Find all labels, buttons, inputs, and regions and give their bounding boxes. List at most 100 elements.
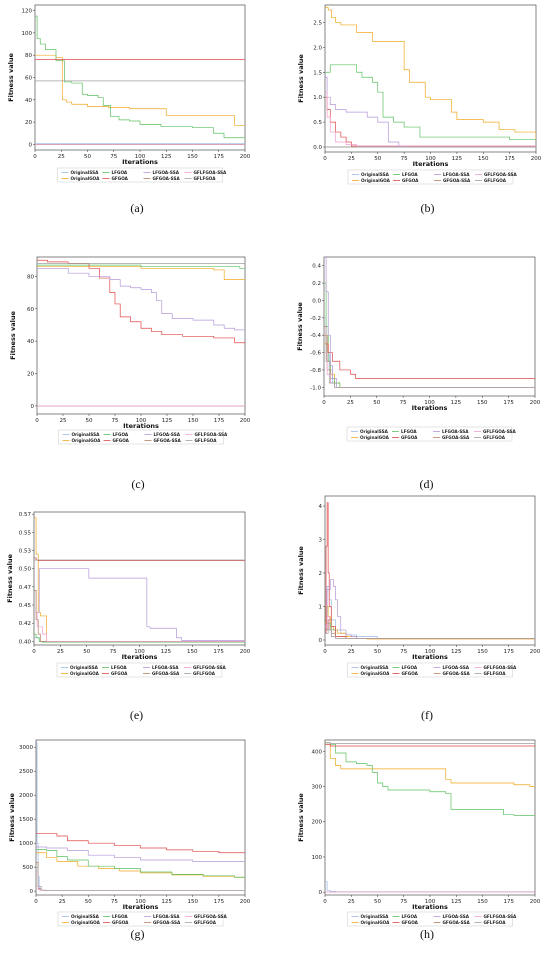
x-tick-label: 175	[214, 154, 225, 160]
x-tick-label: 100	[425, 899, 436, 905]
x-tick-label: 100	[424, 400, 435, 406]
chart-panel-c: 0 25 50 75 100 125 150 175 200 0 20 40 60 80 Iteration…	[9, 256, 251, 491]
y-tick-label: 100	[312, 855, 323, 861]
y-tick-label: 1.5	[313, 70, 322, 76]
legend-label: LFGOA-SSA	[152, 665, 179, 670]
legend-label: LFGOA	[402, 665, 418, 670]
legend-label: GFGOA-SSA	[153, 176, 181, 181]
y-tick-label: -0.6	[310, 351, 321, 357]
y-tick-label: 3	[319, 538, 323, 544]
legend-label: GFLFGOA-SSA	[484, 172, 518, 177]
legend-label: GFGOA	[112, 176, 129, 181]
x-tick-label: 125	[452, 156, 463, 162]
x-tick-label: 150	[188, 418, 199, 424]
y-tick-label: 60	[25, 76, 32, 82]
series-line-gflfgoa	[324, 326, 535, 388]
legend-label: OriginalSSA	[71, 170, 100, 175]
series-line-gflfgoa-ssa	[34, 611, 245, 642]
legend-label: GFGOA-SSA	[152, 671, 180, 676]
legend-label: GFGOA-SSA	[443, 178, 471, 183]
legend-label: LFGOA-SSA	[154, 432, 181, 437]
y-tick-label: 120	[22, 9, 33, 15]
x-axis-label: Iterations	[123, 903, 159, 911]
x-tick-label: 100	[425, 156, 436, 162]
x-tick-label: 200	[530, 649, 541, 655]
series-line-lfgoa-ssa	[325, 579, 535, 640]
legend-label: OriginalSSA	[72, 432, 101, 437]
x-tick-label: 200	[240, 154, 251, 160]
y-axis-label: Fitness value	[9, 311, 17, 360]
x-tick-label: 50	[374, 899, 381, 905]
series-line-lfgoa	[37, 264, 245, 270]
x-tick-label: 175	[213, 649, 224, 655]
x-axis-label: Iterations	[122, 158, 158, 166]
y-tick-label: -1.0	[310, 385, 321, 391]
y-tick-label: 0.53	[19, 549, 32, 555]
legend-box	[56, 662, 223, 678]
legend-label: LFGOA-SSA	[443, 665, 470, 670]
x-tick-label: 150	[477, 400, 488, 406]
series-line-lfgoa	[36, 849, 245, 878]
legend-label: LFGOA-SSA	[153, 170, 180, 175]
y-tick-label: 0	[30, 889, 34, 895]
legend-label: GFGOA-SSA	[442, 435, 470, 440]
y-tick-label: 500	[23, 865, 34, 871]
y-tick-label: 0.55	[19, 530, 32, 536]
chart-panel-e: 0 25 50 75 100 125 150 175 200 0.40 0.42 0.45 0.47 0.…	[6, 511, 251, 722]
x-tick-label: 175	[214, 418, 225, 424]
chart-panel-b: 0 25 50 75 100 125 150 175 200 0.0 0.5 1.0 1.5 2.0 2.5…	[297, 4, 542, 215]
panel-caption: (f)	[421, 708, 433, 722]
series-line-gfgoa	[324, 326, 535, 379]
legend-label: LFGOA	[402, 914, 418, 919]
legend-label: GFLFGOA	[484, 178, 507, 183]
x-tick-label: 175	[503, 400, 514, 406]
legend-label: LFGOA-SSA	[443, 914, 470, 919]
y-tick-label: 2.0	[313, 45, 322, 51]
series-line-gflfgoa	[325, 742, 535, 744]
plot-frame	[34, 4, 246, 151]
plot-frame	[324, 739, 536, 896]
x-tick-label: 200	[240, 899, 251, 905]
y-tick-label: 0.0	[312, 298, 321, 304]
y-tick-label: 40	[27, 339, 34, 345]
x-tick-label: 0	[323, 649, 327, 655]
x-tick-label: 150	[188, 899, 199, 905]
legend-label: LFGOA	[401, 429, 417, 434]
legend-box	[347, 662, 513, 678]
y-tick-label: 60	[27, 307, 34, 313]
y-tick-label: 100	[22, 31, 33, 37]
legend-label: LFGOA-SSA	[443, 172, 470, 177]
legend-label: GFGOA-SSA	[443, 671, 471, 676]
x-tick-label: 200	[531, 156, 542, 162]
legend-label: OriginalGOA	[71, 176, 101, 181]
x-tick-label: 75	[400, 899, 407, 905]
legend-label: GFLFGOA	[484, 671, 507, 676]
x-tick-label: 25	[58, 154, 65, 160]
x-tick-label: 150	[477, 649, 488, 655]
legend-box	[57, 167, 223, 183]
y-tick-label: 300	[312, 785, 323, 791]
y-tick-label: 0	[319, 890, 323, 896]
x-tick-label: 0	[322, 400, 326, 406]
x-tick-label: 50	[85, 899, 92, 905]
x-tick-label: 150	[187, 154, 198, 160]
x-tick-label: 0	[34, 899, 38, 905]
series-line-gflfgoa	[325, 629, 535, 640]
x-tick-label: 175	[504, 899, 515, 905]
series-line-originalgoa	[325, 743, 535, 787]
legend-label: GFGOA-SSA	[153, 920, 181, 925]
x-tick-label: 0	[32, 649, 36, 655]
x-tick-label: 50	[374, 649, 381, 655]
y-tick-label: 40	[25, 98, 32, 104]
y-tick-label: 3000	[19, 745, 33, 751]
x-tick-label: 25	[347, 400, 354, 406]
legend-label: OriginalGOA	[360, 435, 390, 440]
legend-box	[347, 169, 514, 185]
y-tick-label: 0.57	[19, 512, 32, 518]
panel-caption: (b)	[421, 201, 435, 215]
series-line-originalgoa	[35, 54, 245, 126]
x-tick-label: 0	[35, 418, 39, 424]
y-tick-label: -0.2	[310, 316, 321, 322]
chart-panel-a: 0 25 50 75 100 125 150 175 200 0 20 40 60 80 100 120 Ite…	[7, 4, 251, 215]
